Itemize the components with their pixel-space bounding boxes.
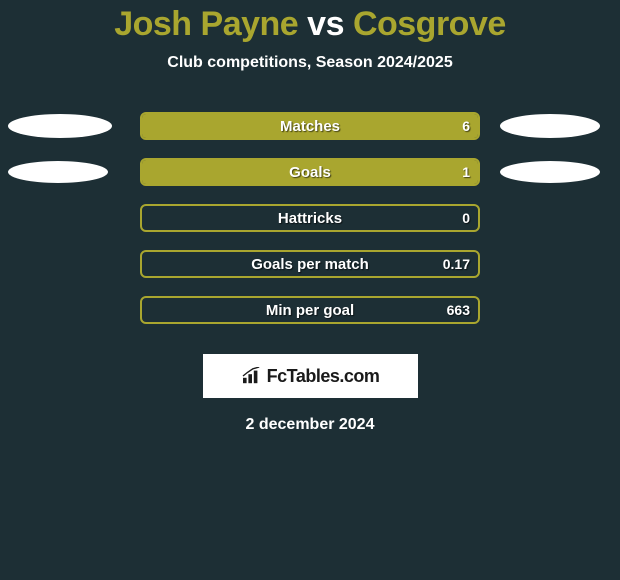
bar-track [140, 250, 480, 278]
chart-icon [241, 367, 263, 385]
bar-track [140, 158, 480, 186]
logo-fc: Fc [267, 366, 287, 386]
left-ellipse [8, 161, 108, 183]
right-ellipse [500, 114, 600, 138]
bar-fill [142, 114, 478, 138]
comparison-infographic: Josh Payne vs Cosgrove Club competitions… [0, 0, 620, 434]
date-line: 2 december 2024 [0, 416, 620, 434]
fctables-logo: FcTables.com [203, 354, 418, 398]
subtitle: Club competitions, Season 2024/2025 [0, 54, 620, 72]
stat-row: Min per goal663 [0, 296, 620, 324]
bar-track [140, 204, 480, 232]
player1-name: Josh Payne [114, 5, 298, 43]
right-ellipse [500, 161, 600, 183]
bar-track [140, 296, 480, 324]
stat-row: Hattricks0 [0, 204, 620, 232]
player2-name: Cosgrove [353, 5, 506, 43]
stat-row: Matches6 [0, 112, 620, 140]
stat-row: Goals per match0.17 [0, 250, 620, 278]
left-ellipse [8, 114, 112, 138]
logo-text: FcTables.com [267, 366, 380, 387]
logo-rest: Tables.com [287, 366, 380, 386]
bar-fill [142, 160, 478, 184]
bar-track [140, 112, 480, 140]
vs-text: vs [307, 5, 344, 43]
stat-row: Goals1 [0, 158, 620, 186]
stat-rows: Matches6 Goals1 Hattricks0 Goals per match0… [0, 112, 620, 324]
page-title: Josh Payne vs Cosgrove [0, 5, 620, 44]
